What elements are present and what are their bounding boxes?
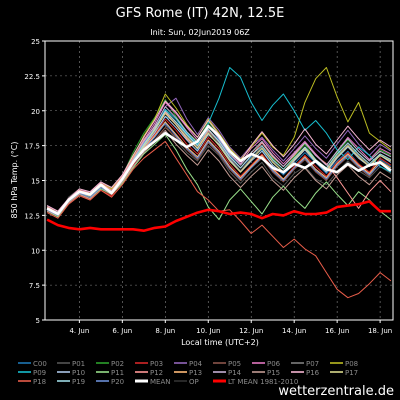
- legend-label-p06: P06: [267, 360, 281, 368]
- series-line-lt-mean-1981-2010: [46, 200, 391, 232]
- legend-label-op: OP: [189, 378, 199, 386]
- x-tick-label: 8. Jun: [155, 327, 175, 335]
- x-tick-label: 10. Jun: [196, 327, 220, 335]
- y-tick-label: 25: [31, 38, 40, 46]
- watermark: wetterzentrale.de: [278, 384, 394, 399]
- chart-subtitle: Init: Sun, 02Jun2019 06Z: [150, 28, 250, 37]
- legend-label-p10: P10: [72, 369, 85, 377]
- legend-label-p20: P20: [111, 378, 124, 386]
- chart-title: GFS Rome (IT) 42N, 12.5E: [116, 6, 285, 21]
- series-line-mean: [46, 124, 392, 216]
- legend-label-p08: P08: [345, 360, 358, 368]
- legend-label-p14: P14: [228, 369, 242, 377]
- y-tick-label: 12.5: [24, 212, 40, 220]
- legend-label-p04: P04: [189, 360, 203, 368]
- y-tick-label: 15: [31, 178, 40, 186]
- x-tick-label: 6. Jun: [112, 327, 132, 335]
- legend-label-lt-mean-1981-2010: LT MEAN 1981-2010: [228, 378, 298, 386]
- legend-label-p11: P11: [111, 369, 124, 377]
- x-tick-label: 14. Jun: [282, 327, 306, 335]
- legend-label-p13: P13: [189, 369, 202, 377]
- legend-label-c00: C00: [33, 360, 47, 368]
- y-tick-label: 5: [36, 317, 40, 325]
- x-tick-label: 4. Jun: [69, 327, 89, 335]
- x-tick-label: 18. Jun: [368, 327, 392, 335]
- x-axis-label: Local time (UTC+2): [181, 338, 259, 347]
- legend-label-p12: P12: [150, 369, 163, 377]
- y-tick-label: 10: [31, 247, 40, 255]
- y-tick-label: 17.5: [24, 143, 40, 151]
- legend-label-mean: MEAN: [150, 378, 171, 386]
- x-tick-label: 16. Jun: [325, 327, 349, 335]
- y-tick-label: 20: [31, 108, 40, 116]
- legend-label-p02: P02: [111, 360, 124, 368]
- legend-label-p07: P07: [306, 360, 319, 368]
- legend-label-p17: P17: [345, 369, 358, 377]
- legend: C00 P01 P02 P03 P04 P05 P06 P07 P08 P09 P10 P11 P12 P…: [18, 360, 358, 386]
- legend-label-p01: P01: [72, 360, 85, 368]
- legend-label-p05: P05: [228, 360, 241, 368]
- legend-label-p16: P16: [306, 369, 320, 377]
- grid-lines: [45, 40, 393, 321]
- y-axis-label: 850 hPa Temp. (°C): [10, 141, 19, 218]
- legend-label-p18: P18: [33, 378, 46, 386]
- y-tick-label: 7.5: [29, 282, 40, 290]
- y-tick-label: 22.5: [24, 73, 40, 81]
- series-line-p11: [46, 134, 392, 221]
- legend-label-p09: P09: [33, 369, 46, 377]
- x-tick-label: 12. Jun: [239, 327, 263, 335]
- series-lines: [46, 67, 392, 299]
- legend-label-p03: P03: [150, 360, 163, 368]
- legend-label-p19: P19: [72, 378, 85, 386]
- legend-label-p15: P15: [267, 369, 280, 377]
- axes: 5 7.5 10 12.5 15 17.5 20 22.5 25 4. Jun 6. Jun 8. J…: [24, 38, 394, 335]
